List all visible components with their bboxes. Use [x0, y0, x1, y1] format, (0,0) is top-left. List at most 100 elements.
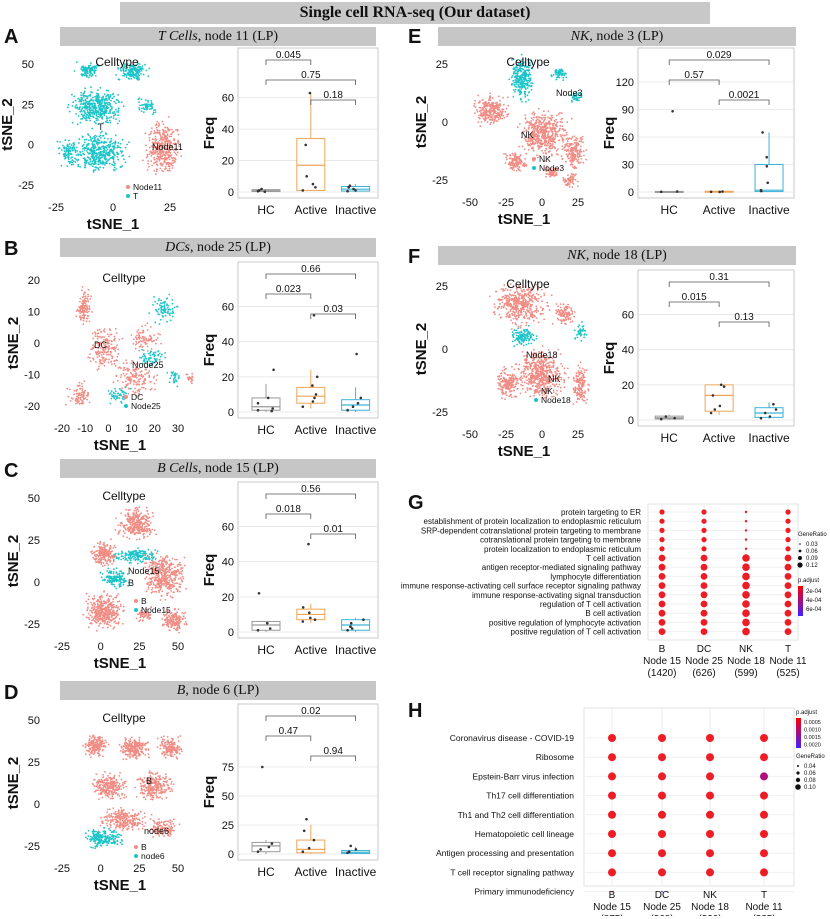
- color-legend-label: 0.0010: [804, 728, 821, 734]
- y-tick-label: 0: [228, 627, 234, 639]
- data-point: [301, 405, 305, 408]
- data-point: [266, 396, 270, 400]
- data-point: [308, 91, 312, 95]
- size-legend-label: 0.10: [804, 785, 816, 791]
- cluster-label: Node11: [152, 142, 183, 152]
- data-point: [305, 817, 308, 821]
- enrichment-dot: [658, 600, 666, 608]
- x-tick-label: -10: [77, 423, 93, 435]
- y-tick-label: 20: [222, 156, 234, 168]
- data-point: [270, 409, 273, 413]
- enrichment-dot: [659, 509, 665, 515]
- enrichment-dot: [760, 791, 768, 800]
- data-point: [346, 189, 349, 193]
- enrichment-dot: [744, 529, 748, 532]
- column-label: (325): [752, 914, 775, 916]
- y-tick-label: -25: [24, 841, 40, 853]
- y-tick-label: -25: [432, 407, 448, 419]
- y-tick-label: -10: [24, 370, 40, 382]
- data-point: [256, 408, 260, 412]
- data-point: [313, 396, 316, 400]
- data-point: [711, 394, 715, 397]
- enrichment-dot: [706, 830, 714, 838]
- legend-label: Node11: [133, 182, 162, 192]
- p-value-label: 0.0021: [729, 90, 760, 101]
- data-point: [257, 592, 261, 595]
- y-tick-label: 20: [622, 380, 634, 392]
- significance-bracket: [668, 281, 770, 287]
- tsne-cluster: [113, 547, 159, 565]
- legend-dot: [124, 404, 128, 408]
- p-value-label: 0.018: [276, 504, 301, 515]
- panel-letter-c: C: [4, 460, 19, 482]
- p-value-label: 0.02: [301, 706, 321, 717]
- cluster-label: B: [146, 776, 152, 786]
- tsne-cluster: [545, 165, 559, 178]
- enrichment-dot: [785, 537, 791, 543]
- tsne-cluster: [166, 371, 180, 388]
- legend-label: B: [141, 596, 147, 606]
- panel-letter-d: D: [4, 682, 19, 704]
- significance-bracket: [265, 79, 356, 85]
- data-point: [263, 190, 267, 193]
- data-point: [354, 848, 358, 851]
- tsne-cluster: [572, 361, 591, 405]
- data-point: [346, 408, 349, 412]
- enrichment-dot: [742, 581, 750, 590]
- x-tick-label: HC: [661, 203, 679, 217]
- p-value-label: 0.029: [707, 50, 732, 61]
- y-axis-label: Freq: [201, 117, 218, 150]
- x-tick-label: Active: [294, 643, 327, 657]
- data-point: [307, 542, 310, 546]
- data-point: [349, 621, 353, 625]
- panel-a-title: T Cells, node 11 (LP): [60, 27, 376, 46]
- legend-dot: [532, 166, 536, 170]
- x-tick-label: 25: [133, 641, 145, 653]
- enrichment-dot: [700, 582, 708, 589]
- data-point: [659, 417, 663, 421]
- x-axis-label: tSNE_1: [498, 443, 551, 460]
- tsne-cluster: [573, 321, 588, 342]
- significance-bracket: [265, 293, 312, 299]
- y-tick-label: 90: [622, 105, 634, 117]
- y-tick-label: 20: [222, 592, 234, 604]
- data-point: [713, 408, 717, 411]
- size-legend-dot: [798, 556, 802, 560]
- data-point: [765, 155, 768, 159]
- data-point: [270, 842, 274, 845]
- dotplot-frame: [647, 503, 799, 641]
- enrichment-dot: [608, 791, 616, 800]
- data-point: [268, 627, 272, 630]
- legend-dot: [534, 398, 538, 402]
- significance-bracket: [265, 513, 312, 519]
- cluster-label: Node18: [526, 350, 558, 360]
- data-point: [256, 628, 260, 632]
- y-tick-label: 0: [34, 799, 40, 811]
- y-tick-label: 0: [628, 415, 634, 427]
- enrichment-dot: [706, 772, 714, 781]
- tsne-cluster: [488, 283, 553, 330]
- legend-dot: [134, 608, 138, 612]
- x-tick-label: Active: [294, 865, 327, 879]
- panel-letter-e: E: [408, 26, 422, 48]
- p-value-label: 0.03: [323, 304, 343, 315]
- x-tick-label: 0: [110, 202, 116, 214]
- legend-dot: [134, 845, 138, 849]
- enrichment-dot: [701, 509, 707, 515]
- column-label: T: [785, 644, 791, 655]
- column-label: Node 11: [769, 656, 807, 667]
- x-tick-label: HC: [257, 643, 275, 657]
- size-legend-label: 0.04: [804, 764, 816, 770]
- tsne-cluster: [508, 53, 534, 103]
- y-tick-label: 0: [228, 407, 234, 419]
- x-tick-label: HC: [257, 865, 275, 879]
- enrichment-dot: [608, 849, 616, 858]
- cluster-label: Node3: [556, 88, 583, 98]
- p-value-label: 0.47: [279, 726, 299, 737]
- x-tick-label: HC: [257, 423, 275, 437]
- x-axis-label: tSNE_1: [94, 877, 147, 894]
- term-label: T cell receptor signaling pathway: [450, 867, 574, 877]
- data-point: [350, 627, 354, 630]
- enrichment-dot: [700, 609, 708, 617]
- data-point: [671, 110, 674, 113]
